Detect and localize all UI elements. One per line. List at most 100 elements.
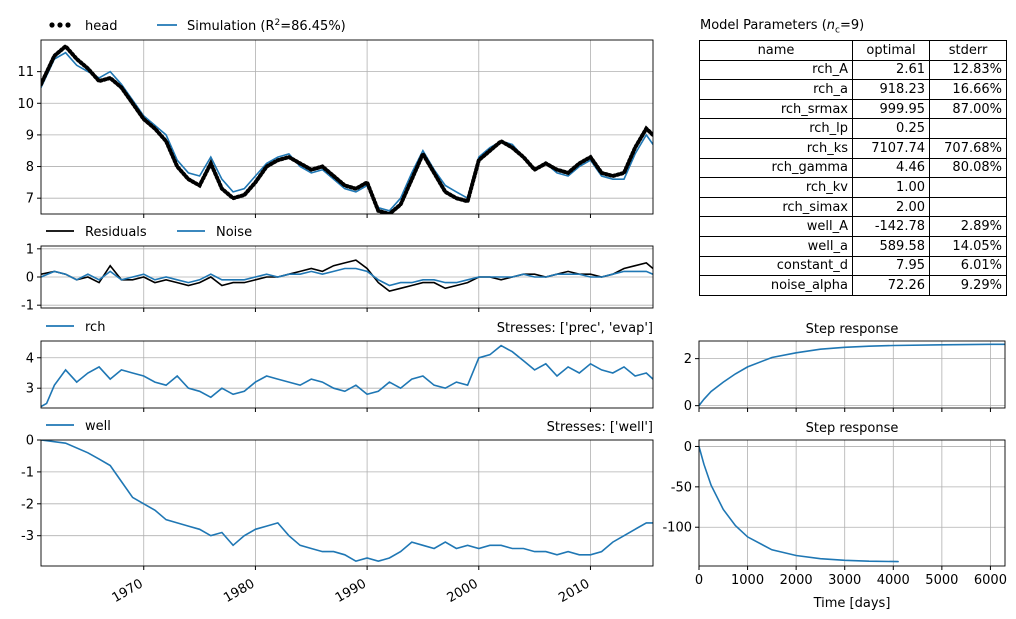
param-optimal: 999.95 <box>852 98 930 120</box>
param-stderr: 2.89% <box>929 216 1007 237</box>
param-optimal: 7107.74 <box>852 137 930 159</box>
series-head <box>41 43 653 214</box>
params-row: noise_alpha 72.26 9.29% <box>699 275 1007 296</box>
y-tick-label: 0 <box>26 271 34 286</box>
y-tick-label: 1 <box>26 242 34 257</box>
params-row: rch_srmax 999.95 87.00% <box>699 98 1007 120</box>
params-row: rch_a 918.23 16.66% <box>699 79 1007 100</box>
param-stderr: 6.01% <box>929 255 1007 277</box>
param-stderr: 12.83% <box>929 59 1007 81</box>
params-row: constant_d 7.95 6.01% <box>699 255 1007 277</box>
y-tick-label: -1 <box>21 465 34 480</box>
legend-label-noise: Noise <box>216 225 252 240</box>
x-tick-label: 4000 <box>877 573 910 588</box>
param-optimal: 0.25 <box>852 118 930 139</box>
legend-marker-head <box>49 22 55 28</box>
param-stderr <box>929 177 1007 198</box>
params-row: well_a 589.58 14.05% <box>699 235 1007 257</box>
params-body: rch_A 2.61 12.83% rch_a 918.23 16.66% rch_srma… <box>699 59 1007 296</box>
axes-frame <box>40 439 654 567</box>
x-tick-label: 0 <box>695 573 703 588</box>
params-title: Model Parameters (nc=9) <box>700 18 865 36</box>
x-tick-label: 1980 <box>221 576 257 606</box>
y-tick-label: 3 <box>26 382 34 397</box>
panel-title: Step response <box>806 322 899 337</box>
param-optimal: 918.23 <box>852 79 930 100</box>
param-optimal: 7.95 <box>852 255 930 277</box>
param-name: well_a <box>699 235 853 257</box>
chart-residuals: -1 0 1 Residuals Noise <box>21 225 654 314</box>
chart-rch: 3 4 Stresses: ['prec', 'evap'] rch <box>26 320 654 412</box>
y-tick-label: 4 <box>26 351 34 366</box>
param-stderr: 14.05% <box>929 235 1007 257</box>
legend-label-head: head <box>85 19 117 34</box>
param-name: well_A <box>699 216 853 237</box>
params-row: rch_ks 7107.74 707.68% <box>699 137 1007 159</box>
y-tick-label: -50 <box>671 480 692 495</box>
param-optimal: 2.61 <box>852 59 930 81</box>
x-axis-label: Time [days] <box>813 596 891 611</box>
stresses-label: Stresses: ['well'] <box>547 420 653 435</box>
y-tick-label: 9 <box>26 128 34 143</box>
param-optimal: 72.26 <box>852 275 930 296</box>
x-tick-label: 1000 <box>731 573 764 588</box>
x-tick-label: 1990 <box>333 576 369 606</box>
legend-label-rch: rch <box>85 320 105 335</box>
axes-frame <box>40 340 654 409</box>
x-tick-label: 3000 <box>828 573 861 588</box>
chart-head: 7 8 9 10 11 head Simulation (R2=86.45%) <box>17 18 654 218</box>
series-step <box>699 343 1005 407</box>
series-well <box>41 440 653 563</box>
axes-frame <box>698 340 1006 409</box>
y-tick-label: 0 <box>684 399 692 414</box>
axes-frame <box>698 439 1006 567</box>
y-tick-label: -2 <box>21 497 34 512</box>
param-name: rch_ks <box>699 137 853 159</box>
param-optimal: -142.78 <box>852 216 930 237</box>
series-rch <box>41 344 653 408</box>
param-name: rch_lp <box>699 118 853 139</box>
panel-title: Step response <box>806 421 899 436</box>
y-tick-label: -1 <box>21 299 34 314</box>
param-name: rch_gamma <box>699 157 853 179</box>
y-tick-label: 10 <box>17 97 34 112</box>
legend-label-well: well <box>85 419 111 434</box>
param-name: rch_a <box>699 79 853 100</box>
param-stderr <box>929 196 1007 218</box>
y-tick-label: 7 <box>26 192 34 207</box>
legend-marker-head <box>65 22 71 28</box>
legend-label-simulation: Simulation (R2=86.45%) <box>187 18 346 34</box>
param-stderr: 9.29% <box>929 275 1007 296</box>
param-stderr: 707.68% <box>929 137 1007 159</box>
axes-frame <box>40 39 654 215</box>
y-tick-label: 11 <box>17 65 34 80</box>
x-tick-label: 1970 <box>110 576 146 606</box>
param-name: rch_kv <box>699 177 853 198</box>
y-tick-label: 8 <box>26 160 34 175</box>
param-optimal: 2.00 <box>852 196 930 218</box>
params-table: name optimal stderr rch_A 2.61 12.83% rch_a… <box>699 40 1007 296</box>
x-tick-label: 2010 <box>556 576 592 606</box>
header-name: name <box>699 40 853 61</box>
x-tick-label: 2000 <box>780 573 813 588</box>
y-tick-label: -3 <box>21 529 34 544</box>
series-simulation <box>41 51 653 212</box>
y-tick-label: -100 <box>662 521 692 536</box>
legend-label-residuals: Residuals <box>85 225 147 240</box>
chart-well: 0 -1 -2 -3 1970 1980 1990 2000 2010 Stresses: ['w… <box>21 419 654 606</box>
param-stderr <box>929 118 1007 139</box>
param-optimal: 589.58 <box>852 235 930 257</box>
y-tick-label: 2 <box>684 352 692 367</box>
x-tick-label: 2000 <box>445 576 481 606</box>
x-tick-label: 5000 <box>925 573 958 588</box>
series-noise <box>41 267 653 287</box>
param-name: rch_srmax <box>699 98 853 120</box>
params-row: rch_A 2.61 12.83% <box>699 59 1007 81</box>
param-optimal: 1.00 <box>852 177 930 198</box>
param-name: rch_simax <box>699 196 853 218</box>
header-stderr: stderr <box>929 40 1007 61</box>
params-header-row: name optimal stderr <box>699 40 1007 61</box>
param-optimal: 4.46 <box>852 157 930 179</box>
param-stderr: 87.00% <box>929 98 1007 120</box>
